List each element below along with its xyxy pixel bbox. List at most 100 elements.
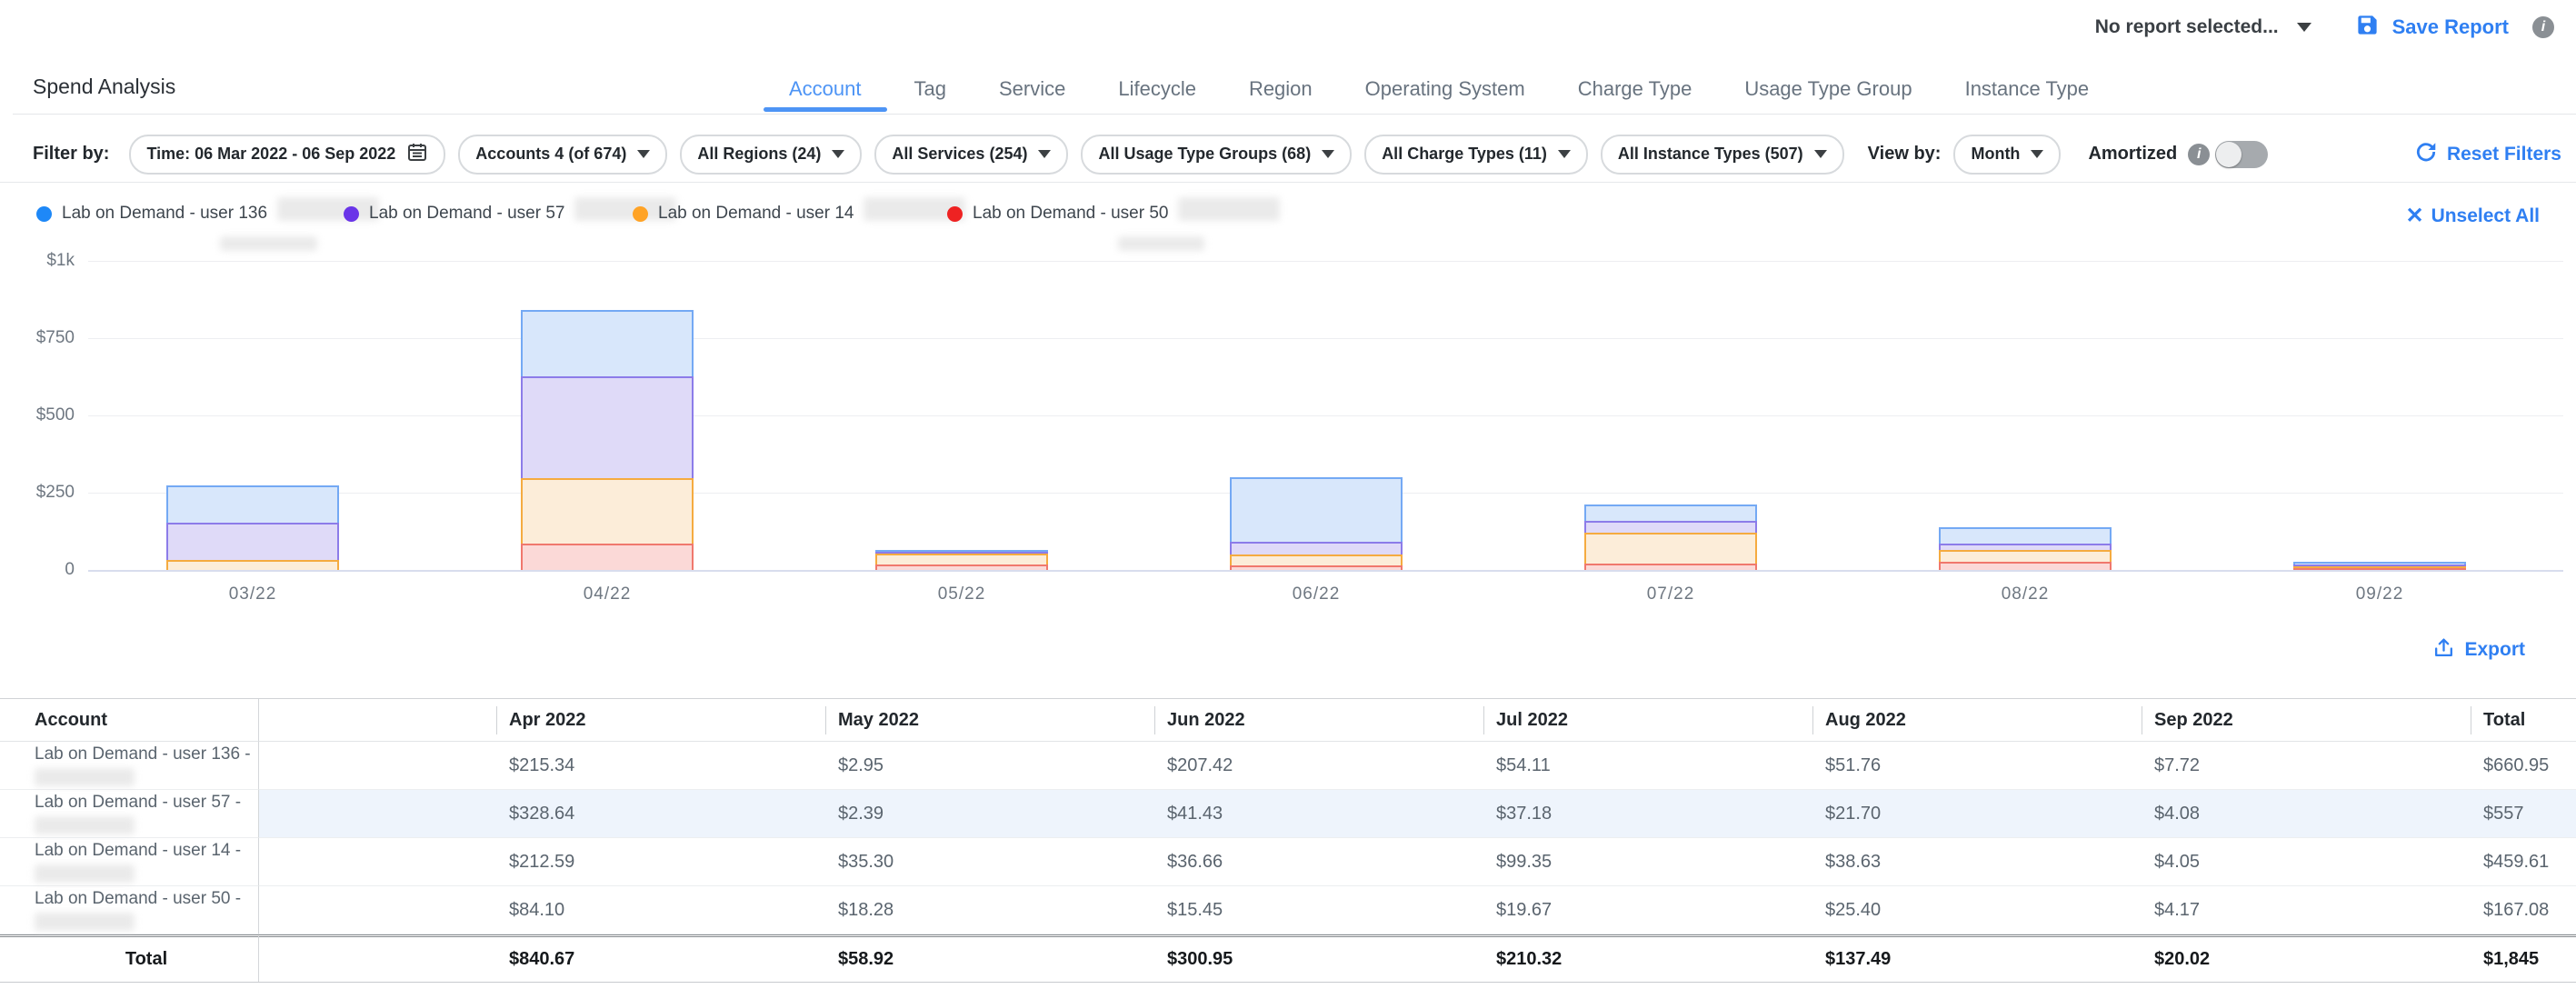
table-cell: $84.10: [496, 886, 825, 934]
spend-analysis-page: No report selected... Save Report i Spen…: [0, 0, 2576, 989]
chevron-down-icon: [832, 150, 844, 158]
table-row-account[interactable]: Lab on Demand - user 136 -: [0, 742, 259, 790]
info-icon[interactable]: i: [2532, 16, 2554, 38]
legend-item-lab-on-demand-user-57[interactable]: Lab on Demand - user 57: [344, 202, 676, 225]
bar-05-22[interactable]: [875, 550, 1048, 570]
y-axis-tick-label: $750: [0, 328, 75, 348]
bar-08-22[interactable]: [1939, 527, 2112, 570]
table-row-account[interactable]: Lab on Demand - user 57 -: [0, 790, 259, 838]
bar-07-22[interactable]: [1584, 504, 1757, 570]
total-row-cell: $137.49: [1812, 934, 2142, 982]
total-row-label: Total: [0, 934, 259, 982]
tab-lifecycle[interactable]: Lifecycle: [1118, 77, 1196, 101]
table-cell: $99.35: [1483, 838, 1812, 886]
x-axis-tick-label: 07/22: [1607, 584, 1734, 604]
legend-item-lab-on-demand-user-50[interactable]: Lab on Demand - user 50: [947, 202, 1280, 225]
bar-04-22[interactable]: [521, 310, 694, 570]
chevron-down-icon: [1814, 150, 1827, 158]
save-report-button[interactable]: Save Report: [2355, 13, 2509, 42]
table-cell: $2.95: [825, 742, 1154, 790]
column-header-aug-2022: Aug 2022: [1812, 699, 2142, 742]
total-row-cell: $20.02: [2142, 934, 2471, 982]
bar-03-22[interactable]: [166, 485, 339, 570]
total-row-cell: $58.92: [825, 934, 1154, 982]
top-bar: No report selected... Save Report i: [2095, 11, 2554, 44]
time-filter[interactable]: Time: 06 Mar 2022 - 06 Sep 2022: [129, 135, 445, 175]
redacted-text: [1118, 236, 1204, 251]
bar-segment-lab-on-demand-user-14: [1584, 533, 1757, 564]
table-cell: $557: [2471, 790, 2576, 838]
table-cell: $41.43: [1154, 790, 1483, 838]
filter-dropdown-all-charge-types-11-[interactable]: All Charge Types (11): [1364, 135, 1588, 175]
table-cell: $19.67: [1483, 886, 1812, 934]
refresh-icon: [2414, 140, 2438, 168]
toggle-knob: [2216, 142, 2242, 167]
y-axis-tick-label: $500: [0, 405, 75, 425]
bar-segment-lab-on-demand-user-136: [1230, 477, 1403, 542]
tab-service[interactable]: Service: [999, 77, 1065, 101]
tab-usage-type-group[interactable]: Usage Type Group: [1744, 77, 1912, 101]
tab-operating-system[interactable]: Operating System: [1365, 77, 1525, 101]
report-selector[interactable]: No report selected...: [2095, 16, 2311, 38]
account-name: Lab on Demand - user 50 -: [35, 889, 241, 909]
total-row-cell: $210.32: [1483, 934, 1812, 982]
gridline: [88, 415, 2563, 416]
y-axis-tick-label: $1k: [0, 251, 75, 271]
close-icon: ✕: [2405, 205, 2423, 227]
table-cell: $25.40: [1812, 886, 2142, 934]
legend-item-lab-on-demand-user-136[interactable]: Lab on Demand - user 136: [36, 202, 379, 225]
x-axis-tick-label: 08/22: [1962, 584, 2089, 604]
account-name: Lab on Demand - user 136 -: [35, 744, 251, 764]
column-header-account: Account: [0, 699, 259, 742]
chevron-down-icon: [1322, 150, 1334, 158]
table-cell: $51.76: [1812, 742, 2142, 790]
tab-tag[interactable]: Tag: [914, 77, 946, 101]
bar-segment-lab-on-demand-user-136: [1584, 504, 1757, 521]
tab-region[interactable]: Region: [1249, 77, 1313, 101]
bar-segment-lab-on-demand-user-57: [1230, 542, 1403, 554]
bar-segment-lab-on-demand-user-136: [1939, 527, 2112, 544]
bar-segment-lab-on-demand-user-57: [521, 376, 694, 478]
filter-dropdown-all-regions-24-[interactable]: All Regions (24): [680, 135, 862, 175]
table-cell: $36.66: [1154, 838, 1483, 886]
export-label: Export: [2464, 639, 2525, 661]
bar-segment-lab-on-demand-user-50: [1584, 564, 1757, 570]
reset-filters-button[interactable]: Reset Filters: [2414, 140, 2561, 168]
total-row-cell: $840.67: [496, 934, 825, 982]
legend-item-lab-on-demand-user-14[interactable]: Lab on Demand - user 14: [633, 202, 965, 225]
bar-segment-lab-on-demand-user-50: [1939, 562, 2112, 570]
tab-charge-type[interactable]: Charge Type: [1578, 77, 1692, 101]
filter-dropdown-label: All Usage Type Groups (68): [1098, 145, 1311, 164]
filter-dropdown-all-services-254-[interactable]: All Services (254): [874, 135, 1068, 175]
table-cell: $18.28: [825, 886, 1154, 934]
filter-dropdown-accounts-4-of-674-[interactable]: Accounts 4 (of 674): [458, 135, 667, 175]
x-axis-tick-label: 04/22: [544, 584, 671, 604]
table-cell: $54.11: [1483, 742, 1812, 790]
save-icon: [2355, 13, 2380, 42]
bar-09-22[interactable]: [2293, 562, 2466, 570]
table-row-account[interactable]: Lab on Demand - user 14 -: [0, 838, 259, 886]
amortized-toggle[interactable]: [2215, 141, 2268, 168]
amortized-info-icon[interactable]: i: [2188, 144, 2210, 165]
chart-legend: ✕ Unselect All Lab on Demand - user 136L…: [0, 196, 2576, 253]
unselect-all-button[interactable]: ✕ Unselect All: [2405, 205, 2540, 227]
table-cell: $212.59: [496, 838, 825, 886]
filter-by-label: Filter by:: [33, 144, 109, 165]
filter-dropdown-all-instance-types-507-[interactable]: All Instance Types (507): [1601, 135, 1844, 175]
calendar-icon: [406, 141, 428, 167]
filter-dropdown-all-usage-type-groups-68-[interactable]: All Usage Type Groups (68): [1081, 135, 1352, 175]
filter-bar: Filter by: Time: 06 Mar 2022 - 06 Sep 20…: [0, 126, 2576, 183]
account-name: Lab on Demand - user 14 -: [35, 841, 241, 861]
tab-account[interactable]: Account: [789, 77, 862, 101]
tab-instance-type[interactable]: Instance Type: [1965, 77, 2090, 101]
table-cell: $207.42: [1154, 742, 1483, 790]
export-button[interactable]: Export: [2432, 636, 2525, 664]
redacted-text: [35, 864, 135, 883]
bar-segment-lab-on-demand-user-14: [875, 554, 1048, 564]
table-row-account[interactable]: Lab on Demand - user 50 -: [0, 886, 259, 934]
legend-item-label: Lab on Demand - user 50: [973, 204, 1168, 224]
table-cell-spacer: [259, 886, 496, 934]
view-by-dropdown[interactable]: Month: [1953, 135, 2061, 175]
bar-06-22[interactable]: [1230, 477, 1403, 570]
legend-dot: [633, 206, 648, 222]
